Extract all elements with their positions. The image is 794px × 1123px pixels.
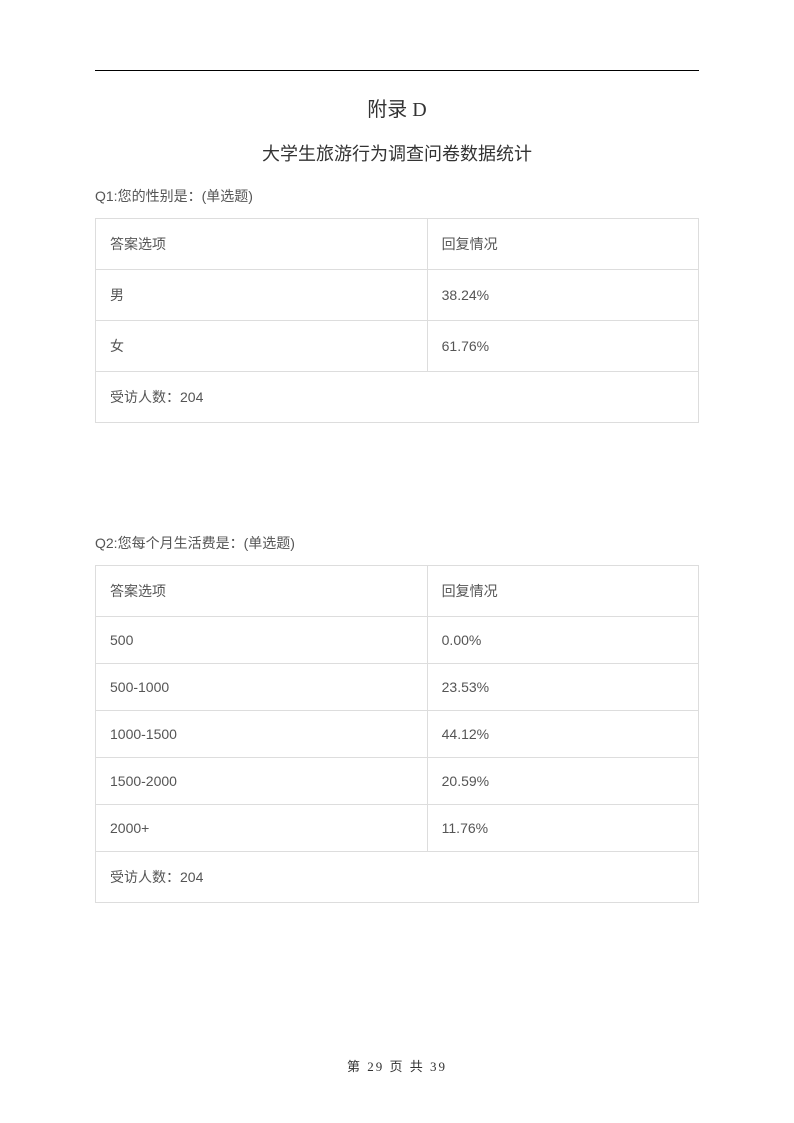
q1-header-option: 答案选项 — [96, 219, 428, 270]
table-footer-row: 受访人数：204 — [96, 852, 699, 903]
q2-row0-option: 500 — [96, 617, 428, 664]
q2-footer: 受访人数：204 — [96, 852, 699, 903]
top-horizontal-rule — [95, 70, 699, 71]
q1-row0-value: 38.24% — [427, 270, 698, 321]
table-row: 500-1000 23.53% — [96, 664, 699, 711]
table-header-row: 答案选项 回复情况 — [96, 566, 699, 617]
table-row: 1000-1500 44.12% — [96, 711, 699, 758]
table-row: 男 38.24% — [96, 270, 699, 321]
q2-row0-value: 0.00% — [427, 617, 698, 664]
q1-row1-option: 女 — [96, 321, 428, 372]
q2-question-text: Q2:您每个月生活费是：(单选题) — [95, 533, 699, 553]
q1-header-response: 回复情况 — [427, 219, 698, 270]
q2-table: 答案选项 回复情况 500 0.00% 500-1000 23.53% 1000… — [95, 565, 699, 903]
appendix-title: 附录 D — [95, 93, 699, 122]
table-footer-row: 受访人数：204 — [96, 372, 699, 423]
q2-row1-option: 500-1000 — [96, 664, 428, 711]
table-row: 女 61.76% — [96, 321, 699, 372]
q1-table: 答案选项 回复情况 男 38.24% 女 61.76% 受访人数：204 — [95, 218, 699, 423]
q2-row3-value: 20.59% — [427, 758, 698, 805]
table-row: 2000+ 11.76% — [96, 805, 699, 852]
q2-header-response: 回复情况 — [427, 566, 698, 617]
table-header-row: 答案选项 回复情况 — [96, 219, 699, 270]
q1-row0-option: 男 — [96, 270, 428, 321]
q2-row1-value: 23.53% — [427, 664, 698, 711]
q2-header-option: 答案选项 — [96, 566, 428, 617]
q1-footer: 受访人数：204 — [96, 372, 699, 423]
q2-row4-value: 11.76% — [427, 805, 698, 852]
q1-question-text: Q1:您的性别是：(单选题) — [95, 186, 699, 206]
q2-row3-option: 1500-2000 — [96, 758, 428, 805]
q2-row2-value: 44.12% — [427, 711, 698, 758]
q2-row2-option: 1000-1500 — [96, 711, 428, 758]
page-number-footer: 第 29 页 共 39 — [0, 1056, 794, 1075]
q1-row1-value: 61.76% — [427, 321, 698, 372]
q2-row4-option: 2000+ — [96, 805, 428, 852]
table-row: 1500-2000 20.59% — [96, 758, 699, 805]
appendix-subtitle: 大学生旅游行为调查问卷数据统计 — [95, 140, 699, 166]
table-row: 500 0.00% — [96, 617, 699, 664]
